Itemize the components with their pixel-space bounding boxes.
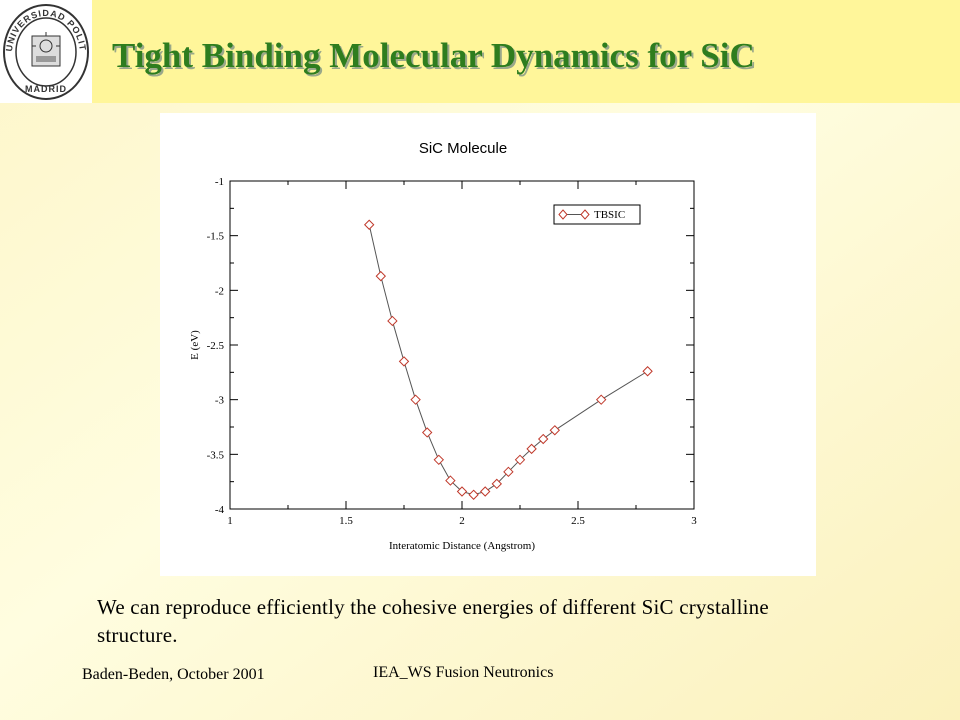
data-point	[456, 486, 468, 497]
data-point	[491, 478, 503, 490]
chart-panel: SiC Molecule 1 1.5 2 2.5 3 -1 -1.5 -2 -2.5 -3 -3.5…	[160, 113, 816, 576]
series-markers	[363, 219, 653, 500]
x-tick-label: 3	[691, 515, 697, 527]
data-point	[503, 466, 514, 478]
body-text: We can reproduce efficiently the cohesiv…	[97, 595, 769, 647]
x-tick-label: 1	[227, 515, 233, 527]
y-tick-label: -4	[215, 504, 225, 516]
y-tick-label: -1.5	[207, 231, 225, 243]
university-logo: UNIVERSIDAD POLITECNICA MADRID	[0, 0, 92, 103]
series-line-tbsic	[368, 224, 648, 496]
chart-title: SiC Molecule	[419, 140, 507, 157]
legend-box	[553, 204, 641, 225]
energy-chart: SiC Molecule 1 1.5 2 2.5 3 -1 -1.5 -2 -2.5 -3 -3.5…	[189, 140, 698, 552]
y-tick-label: -2.5	[207, 340, 225, 352]
legend-marker-right	[580, 209, 590, 220]
university-seal-icon: UNIVERSIDAD POLITECNICA MADRID	[2, 2, 89, 100]
x-axis-label: Interatomic Distance (Angstrom)	[389, 540, 535, 552]
axis-ticks	[229, 180, 695, 510]
data-point	[642, 366, 653, 377]
data-point	[526, 443, 537, 455]
data-point	[398, 356, 410, 367]
data-point	[421, 427, 433, 438]
data-point	[387, 315, 398, 327]
y-tick-label: -3	[215, 395, 225, 407]
legend-label-tbsic: TBSIC	[594, 209, 625, 221]
legend: TBSIC	[553, 204, 641, 225]
data-point	[595, 394, 607, 405]
title-band	[0, 0, 960, 103]
x-tick-label: 2	[459, 515, 465, 527]
y-tick-label: -1	[215, 176, 224, 188]
data-point	[514, 454, 526, 466]
x-tick-label: 1.5	[339, 515, 353, 527]
plot-frame	[229, 180, 695, 510]
data-point	[468, 489, 479, 500]
data-point	[479, 486, 491, 497]
y-tick-label: -2	[215, 285, 224, 297]
x-tick-label: 2.5	[571, 515, 585, 527]
data-point	[410, 394, 421, 405]
footer-date: Baden-Beden, October 2001	[82, 666, 265, 683]
legend-marker-left	[558, 209, 568, 220]
data-point	[549, 425, 561, 436]
axis-tick-labels: 1 1.5 2 2.5 3 -1 -1.5 -2 -2.5 -3 -3.5 -4	[207, 176, 698, 527]
data-point	[363, 219, 375, 230]
data-point	[375, 270, 387, 282]
footer-event: IEA_WS Fusion Neutronics	[373, 664, 554, 681]
data-point	[433, 454, 445, 466]
y-axis-label: E (eV)	[189, 330, 201, 360]
data-point	[537, 433, 549, 445]
y-tick-label: -3.5	[207, 449, 225, 461]
data-point	[445, 475, 456, 486]
slide-title: Tight Binding Molecular Dynamics for SiC	[112, 36, 755, 75]
svg-text:MADRID: MADRID	[25, 84, 67, 94]
